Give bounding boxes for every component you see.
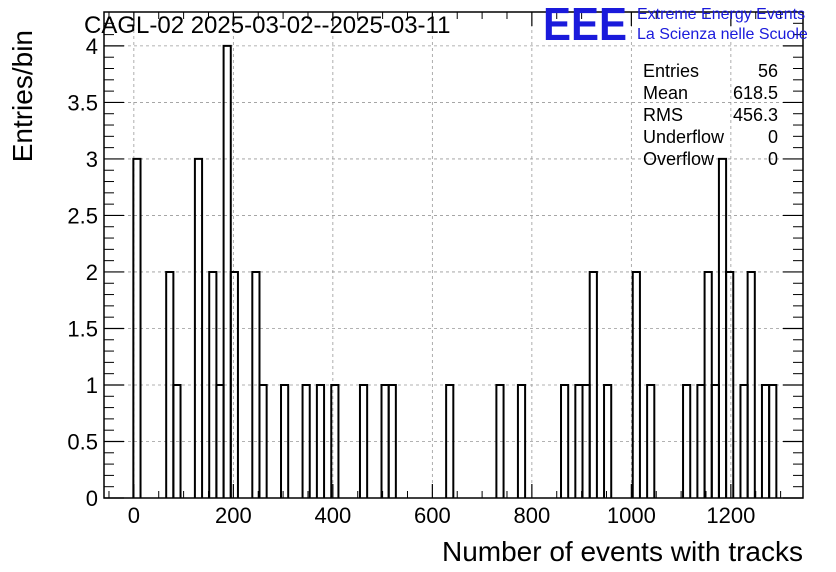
histogram-bin — [560, 383, 570, 498]
histogram-bin — [603, 383, 613, 498]
histogram-bin — [445, 383, 455, 498]
stat-value: 0 — [768, 127, 778, 147]
histogram-bin — [495, 383, 505, 498]
x-axis-label: Number of events with tracks — [442, 536, 803, 567]
stat-label: Underflow — [643, 127, 725, 147]
y-tick-label: 3 — [86, 147, 98, 172]
histogram-bars — [132, 44, 778, 498]
x-tick-label: 0 — [128, 503, 140, 528]
histogram-bin — [330, 383, 340, 498]
tick-labels: 0 200 400 600 800 1000 1200 0 0.5 1 1.5 2 2.5 3 3.5 4 — [67, 34, 755, 528]
y-tick-label: 4 — [86, 34, 98, 59]
axis-ticks — [104, 12, 803, 499]
x-tick-label: 800 — [513, 503, 550, 528]
histogram-bin — [646, 383, 656, 498]
histogram-bin — [172, 383, 182, 498]
y-tick-label: 1 — [86, 373, 98, 398]
eee-logo-line2: La Scienza nelle Scuole — [637, 26, 808, 43]
y-tick-label: 3.5 — [67, 90, 98, 115]
stat-label: RMS — [643, 105, 683, 125]
y-tick-label: 1.5 — [67, 316, 98, 341]
eee-logo-mark: EEE — [543, 0, 627, 50]
stats-box: Entries 56 Mean 618.5 RMS 456.3 Underflow 0 Over… — [643, 61, 778, 169]
stat-value: 456.3 — [733, 105, 778, 125]
y-tick-label: 0.5 — [67, 429, 98, 454]
y-tick-label: 0 — [86, 486, 98, 511]
stat-label: Mean — [643, 83, 688, 103]
histogram-bin — [588, 270, 598, 498]
chart-title: CAGL-02 2025-03-02--2025-03-11 — [84, 12, 450, 39]
x-tick-label: 600 — [414, 503, 451, 528]
eee-logo-line1: Extreme Energy Events — [637, 6, 805, 23]
x-tick-label: 1000 — [607, 503, 656, 528]
histogram-bin — [358, 383, 369, 498]
stat-value: 618.5 — [733, 83, 778, 103]
eee-logo: EEE Extreme Energy Events La Scienza nel… — [543, 0, 808, 50]
histogram-bin — [132, 157, 142, 498]
histogram-bin — [516, 383, 527, 498]
stat-value: 0 — [768, 149, 778, 169]
histogram-bin — [280, 383, 290, 498]
plot-frame — [103, 11, 804, 499]
y-tick-label: 2 — [86, 260, 98, 285]
stat-label: Overflow — [643, 149, 715, 169]
stat-label: Entries — [643, 61, 699, 81]
stat-value: 56 — [758, 61, 778, 81]
y-axis-label: Entries/bin — [7, 30, 38, 162]
histogram-bin — [725, 270, 735, 498]
histogram-bin — [193, 157, 204, 498]
histogram-bin — [746, 270, 756, 498]
histogram-bin — [315, 383, 326, 498]
histogram-bin — [768, 383, 778, 498]
histogram-bin — [301, 383, 311, 498]
x-tick-label: 200 — [215, 503, 252, 528]
histogram-bin — [682, 383, 692, 498]
histogram-bin — [631, 270, 641, 498]
histogram-bin — [229, 270, 239, 498]
x-tick-label: 1200 — [706, 503, 755, 528]
histogram-bin — [387, 383, 397, 498]
histogram-bin — [258, 383, 268, 498]
y-tick-label: 2.5 — [67, 203, 98, 228]
x-tick-label: 400 — [314, 503, 351, 528]
